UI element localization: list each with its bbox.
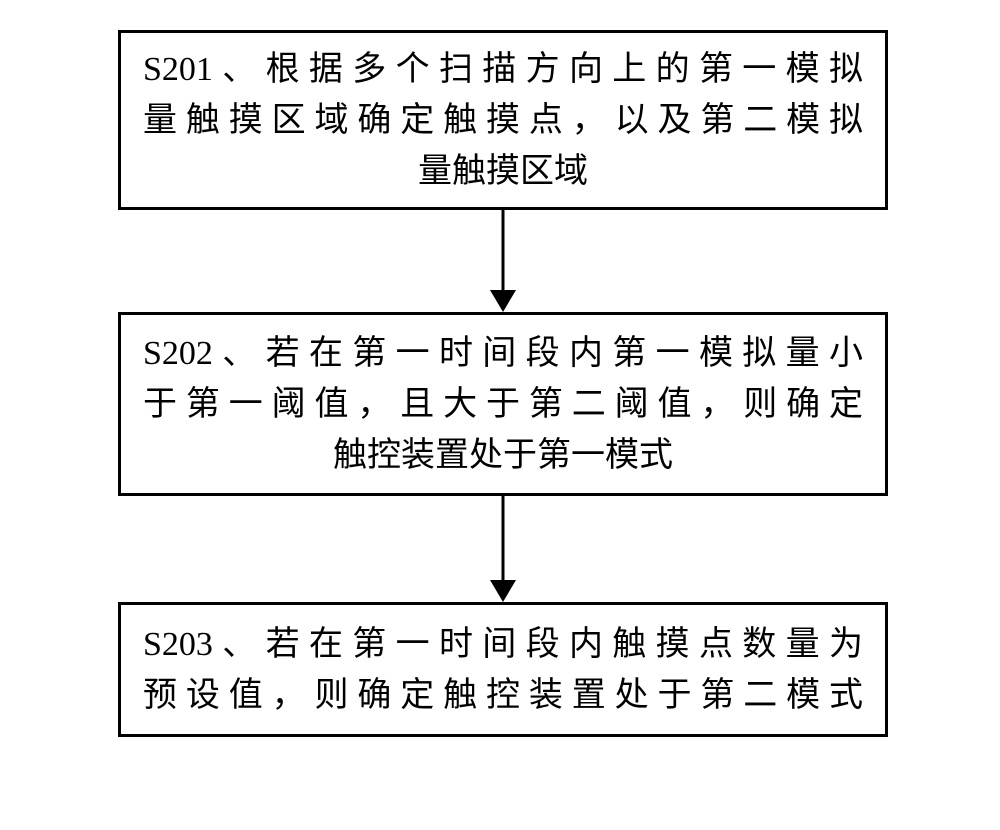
- node-text: S201、根据多个扫描方向上的第一模拟: [143, 44, 863, 95]
- node-text: 量触摸区域确定触摸点，以及第二模拟: [143, 95, 863, 146]
- flow-node-s201: S201、根据多个扫描方向上的第一模拟 量触摸区域确定触摸点，以及第二模拟 量触…: [118, 30, 888, 210]
- node-text: 触控装置处于第一模式: [143, 430, 863, 481]
- node-text: 于第一阈值，且大于第二阈值，则确定: [143, 379, 863, 430]
- node-text: S203、若在第一时间段内触摸点数量为: [143, 619, 863, 670]
- node-text: 量触摸区域: [143, 146, 863, 197]
- flow-node-s202: S202、若在第一时间段内第一模拟量小 于第一阈值，且大于第二阈值，则确定 触控…: [118, 312, 888, 496]
- flow-arrow: [490, 210, 516, 312]
- flow-node-s203: S203、若在第一时间段内触摸点数量为 预设值，则确定触控装置处于第二模式: [118, 602, 888, 737]
- flowchart-canvas: S201、根据多个扫描方向上的第一模拟 量触摸区域确定触摸点，以及第二模拟 量触…: [0, 0, 1000, 830]
- node-text: S202、若在第一时间段内第一模拟量小: [143, 328, 863, 379]
- flow-arrow: [490, 496, 516, 602]
- node-text: 预设值，则确定触控装置处于第二模式: [143, 670, 863, 721]
